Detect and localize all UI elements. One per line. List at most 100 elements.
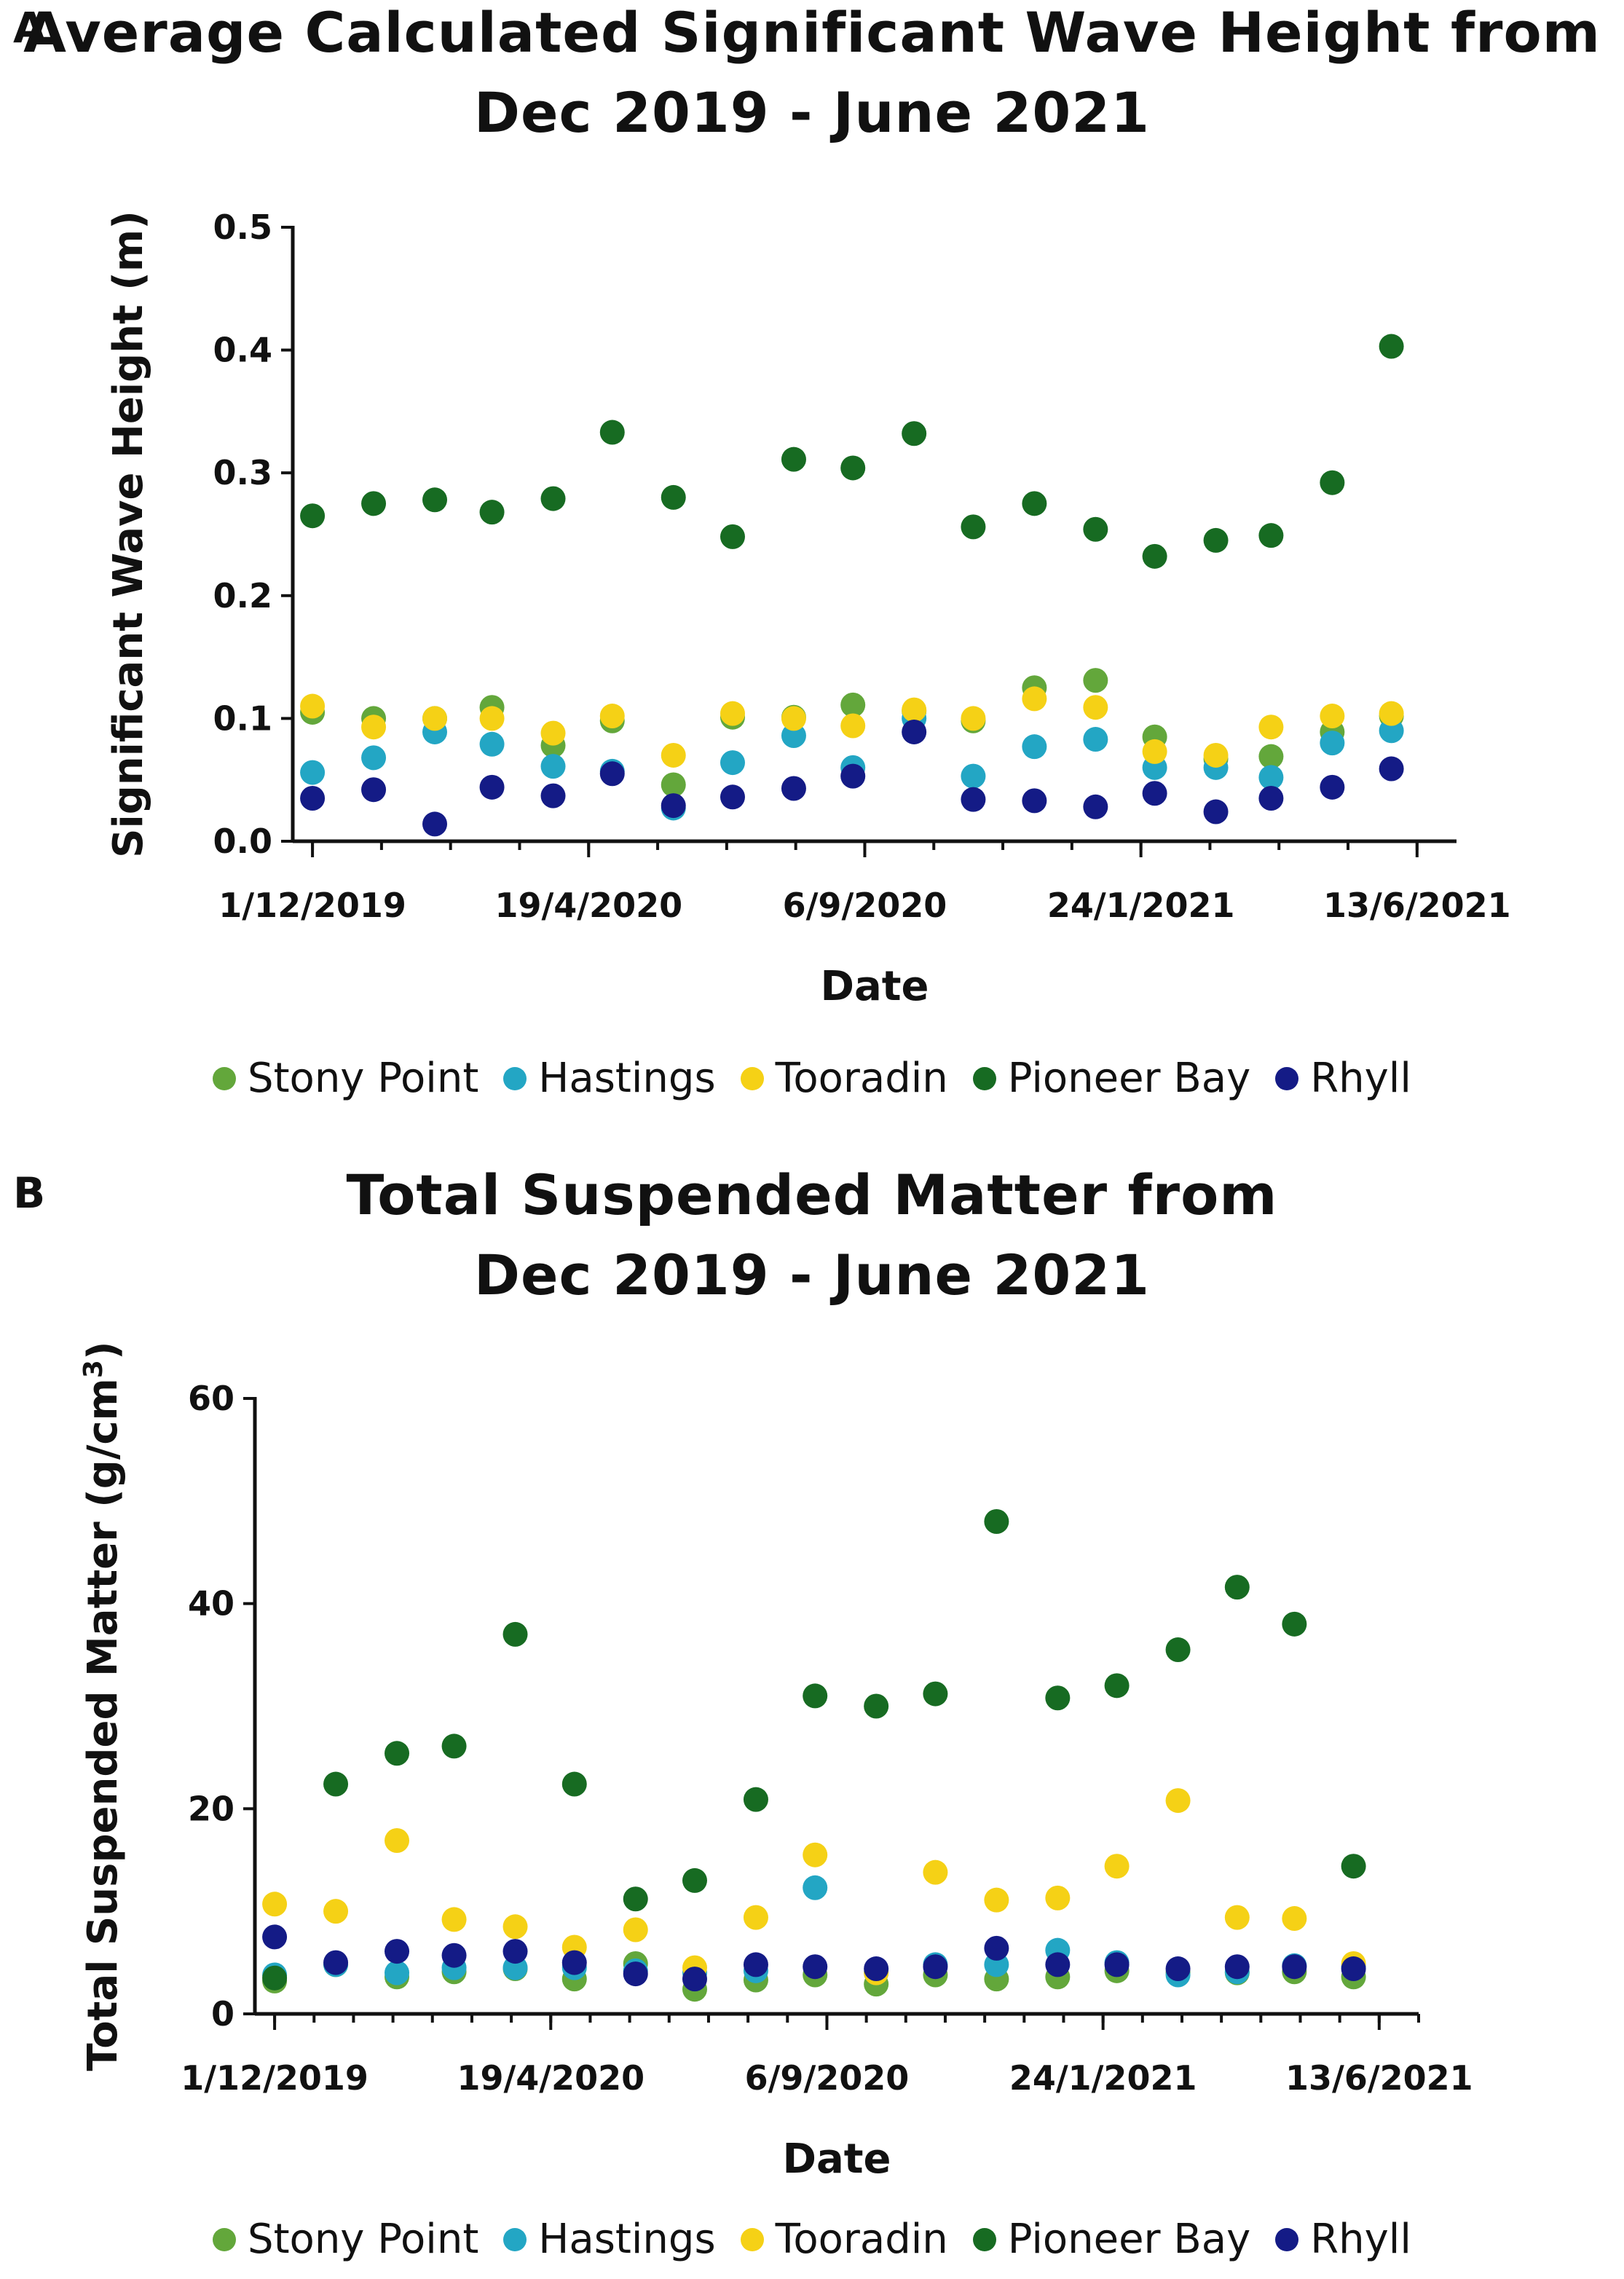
- legend-b-rhyll-label: Rhyll: [1310, 2216, 1411, 2263]
- chart-b-point-rhyll: [1341, 1956, 1366, 1982]
- chart-a-point-rhyll: [1203, 799, 1229, 824]
- legend-b-tooradin-dot: [740, 2227, 764, 2251]
- chart-a-point-hastings: [479, 731, 505, 757]
- chart-a-point-tooradin: [1320, 704, 1345, 729]
- chart-b-point-pioneer-bay: [743, 1787, 768, 1812]
- chart-b-point-pioneer-bay: [441, 1733, 467, 1759]
- chart-a-point-pioneer-bay: [599, 420, 625, 445]
- chart-a-point-hastings: [540, 754, 566, 779]
- chart-a-x-tick-label: 24/1/2021: [1047, 886, 1235, 925]
- chart-b-point-tooradin: [1104, 1854, 1130, 1879]
- chart-a-point-hastings: [961, 763, 986, 789]
- chart-a-y-tick-label: 0.3: [213, 453, 273, 492]
- chart-a-y-axis-title: Significant Wave Height (m): [105, 210, 152, 858]
- chart-a-point-pioneer-bay: [300, 503, 326, 529]
- chart-a-point-rhyll: [840, 763, 866, 789]
- chart-b-point-rhyll: [1282, 1954, 1307, 1980]
- legend-a-stony-point-label: Stony Point: [248, 1055, 479, 1102]
- chart-a-point-stony-point: [661, 772, 686, 798]
- chart-b-point-pioneer-bay: [984, 1509, 1009, 1534]
- chart-b-point-hastings: [385, 1960, 410, 1985]
- chart-b-point-tooradin: [385, 1827, 410, 1853]
- chart-b-y-tick-label: 60: [188, 1379, 234, 1418]
- chart-a-point-rhyll: [961, 787, 986, 812]
- chart-a-point-tooradin: [361, 715, 387, 740]
- chart-a-point-pioneer-bay: [902, 421, 927, 446]
- chart-a-title-line-1: Average Calculated Significant Wave Heig…: [23, 0, 1601, 65]
- chart-a-point-hastings: [1258, 765, 1284, 790]
- chart-a-point-tooradin: [781, 706, 806, 731]
- chart-b-point-pioneer-bay: [923, 1681, 948, 1707]
- chart-a-point-rhyll: [300, 785, 326, 811]
- chart-b-x-tick-label: 19/4/2020: [457, 2058, 645, 2098]
- chart-a-point-tooradin: [479, 706, 505, 731]
- chart-a-point-tooradin: [720, 701, 745, 726]
- legend-a-hastings-label: Hastings: [538, 1055, 716, 1102]
- chart-b-point-tooradin: [743, 1905, 768, 1930]
- chart-b-point-rhyll: [923, 1954, 948, 1980]
- chart-b-point-tooradin: [1282, 1906, 1307, 1932]
- chart-b-point-pioneer-bay: [623, 1886, 648, 1912]
- panel-letter-a: A: [13, 3, 46, 52]
- legend-a-tooradin-label: Tooradin: [775, 1055, 948, 1102]
- chart-a-point-pioneer-bay: [781, 446, 806, 472]
- chart-a-point-pioneer-bay: [720, 524, 745, 549]
- chart-a-point-tooradin: [1379, 701, 1404, 726]
- chart-a-point-rhyll: [422, 811, 448, 837]
- chart-b-y-tick-label: 20: [188, 1789, 234, 1828]
- chart-a-point-tooradin: [1142, 739, 1167, 764]
- legend-b-pioneer-bay-dot: [972, 2227, 996, 2251]
- chart-a-legend: Stony Point Hastings Tooradin Pioneer Ba…: [0, 1055, 1624, 1102]
- chart-b-title-line-2: Dec 2019 - June 2021: [473, 1243, 1151, 1307]
- chart-a-point-tooradin: [1083, 695, 1108, 720]
- chart-b-point-tooradin: [984, 1887, 1009, 1913]
- chart-b-point-tooradin: [803, 1842, 828, 1867]
- chart-b-point-rhyll: [323, 1950, 349, 1975]
- chart-a-point-pioneer-bay: [1022, 491, 1047, 516]
- chart-b-point-rhyll: [441, 1943, 467, 1968]
- chart-a-scatter: 0.0 0.1 0.2 0.3 0.4 0.5 1/12/2019 19/4/2020 6/9/…: [105, 208, 1511, 1010]
- legend-a-hastings-dot: [503, 1066, 527, 1090]
- chart-b-point-tooradin: [1165, 1788, 1191, 1814]
- chart-b-point-rhyll: [1165, 1956, 1191, 1982]
- chart-b-y-axis-title: Total Suspended Matter (g/cm3): [79, 1341, 127, 2071]
- chart-a-point-tooradin: [902, 697, 927, 723]
- chart-b-point-pioneer-bay: [1104, 1673, 1130, 1699]
- legend-b-stony-point-label: Stony Point: [248, 2216, 479, 2263]
- panel-a: A Average Calculated Significant Wave He…: [0, 0, 1624, 1136]
- chart-a-point-hastings: [720, 750, 745, 776]
- chart-a-point-pioneer-bay: [361, 491, 387, 516]
- legend-a-pioneer-bay-dot: [972, 1066, 996, 1090]
- chart-a-y-tick-label: 0.4: [213, 331, 273, 370]
- chart-a-point-tooradin: [961, 706, 986, 731]
- chart-b-point-pioneer-bay: [561, 1771, 587, 1797]
- chart-a-y-tick-label: 0.5: [213, 208, 273, 247]
- legend-b-rhyll: Rhyll: [1275, 2216, 1411, 2263]
- chart-a-point-tooradin: [661, 742, 686, 768]
- chart-b-point-pioneer-bay: [1341, 1854, 1366, 1879]
- legend-b-pioneer-bay: Pioneer Bay: [972, 2216, 1250, 2263]
- chart-a-point-hastings: [781, 723, 806, 749]
- chart-a-y-tick-label: 0.2: [213, 576, 273, 615]
- chart-a-point-tooradin: [599, 704, 625, 729]
- chart-b-point-pioneer-bay: [864, 1693, 889, 1719]
- chart-b-x-axis-title: Date: [782, 2136, 891, 2183]
- chart-a-title-line-2: Dec 2019 - June 2021: [473, 80, 1151, 145]
- legend-a-tooradin-dot: [740, 1066, 764, 1090]
- chart-a-point-rhyll: [361, 777, 387, 803]
- legend-a-tooradin: Tooradin: [740, 1055, 948, 1102]
- chart-a-x-tick-label: 19/4/2020: [494, 886, 682, 925]
- chart-a-point-rhyll: [1379, 756, 1404, 782]
- chart-a-point-pioneer-bay: [1258, 523, 1284, 548]
- chart-b-point-tooradin: [502, 1914, 528, 1940]
- legend-a-rhyll-dot: [1275, 1066, 1299, 1090]
- legend-b-hastings-dot: [503, 2227, 527, 2251]
- chart-b-scatter: 0 20 40 60 1/12/2019 19/4/2020 6/9/2020 24/1/20…: [79, 1341, 1473, 2183]
- chart-b-point-rhyll: [1104, 1952, 1130, 1977]
- chart-a-y-tick-label: 0.1: [213, 698, 273, 738]
- chart-a-point-tooradin: [300, 693, 326, 719]
- chart-a-point-rhyll: [1142, 781, 1167, 806]
- legend-b-hastings: Hastings: [503, 2216, 716, 2263]
- chart-a-point-hastings: [300, 760, 326, 785]
- chart-b-point-tooradin: [923, 1859, 948, 1885]
